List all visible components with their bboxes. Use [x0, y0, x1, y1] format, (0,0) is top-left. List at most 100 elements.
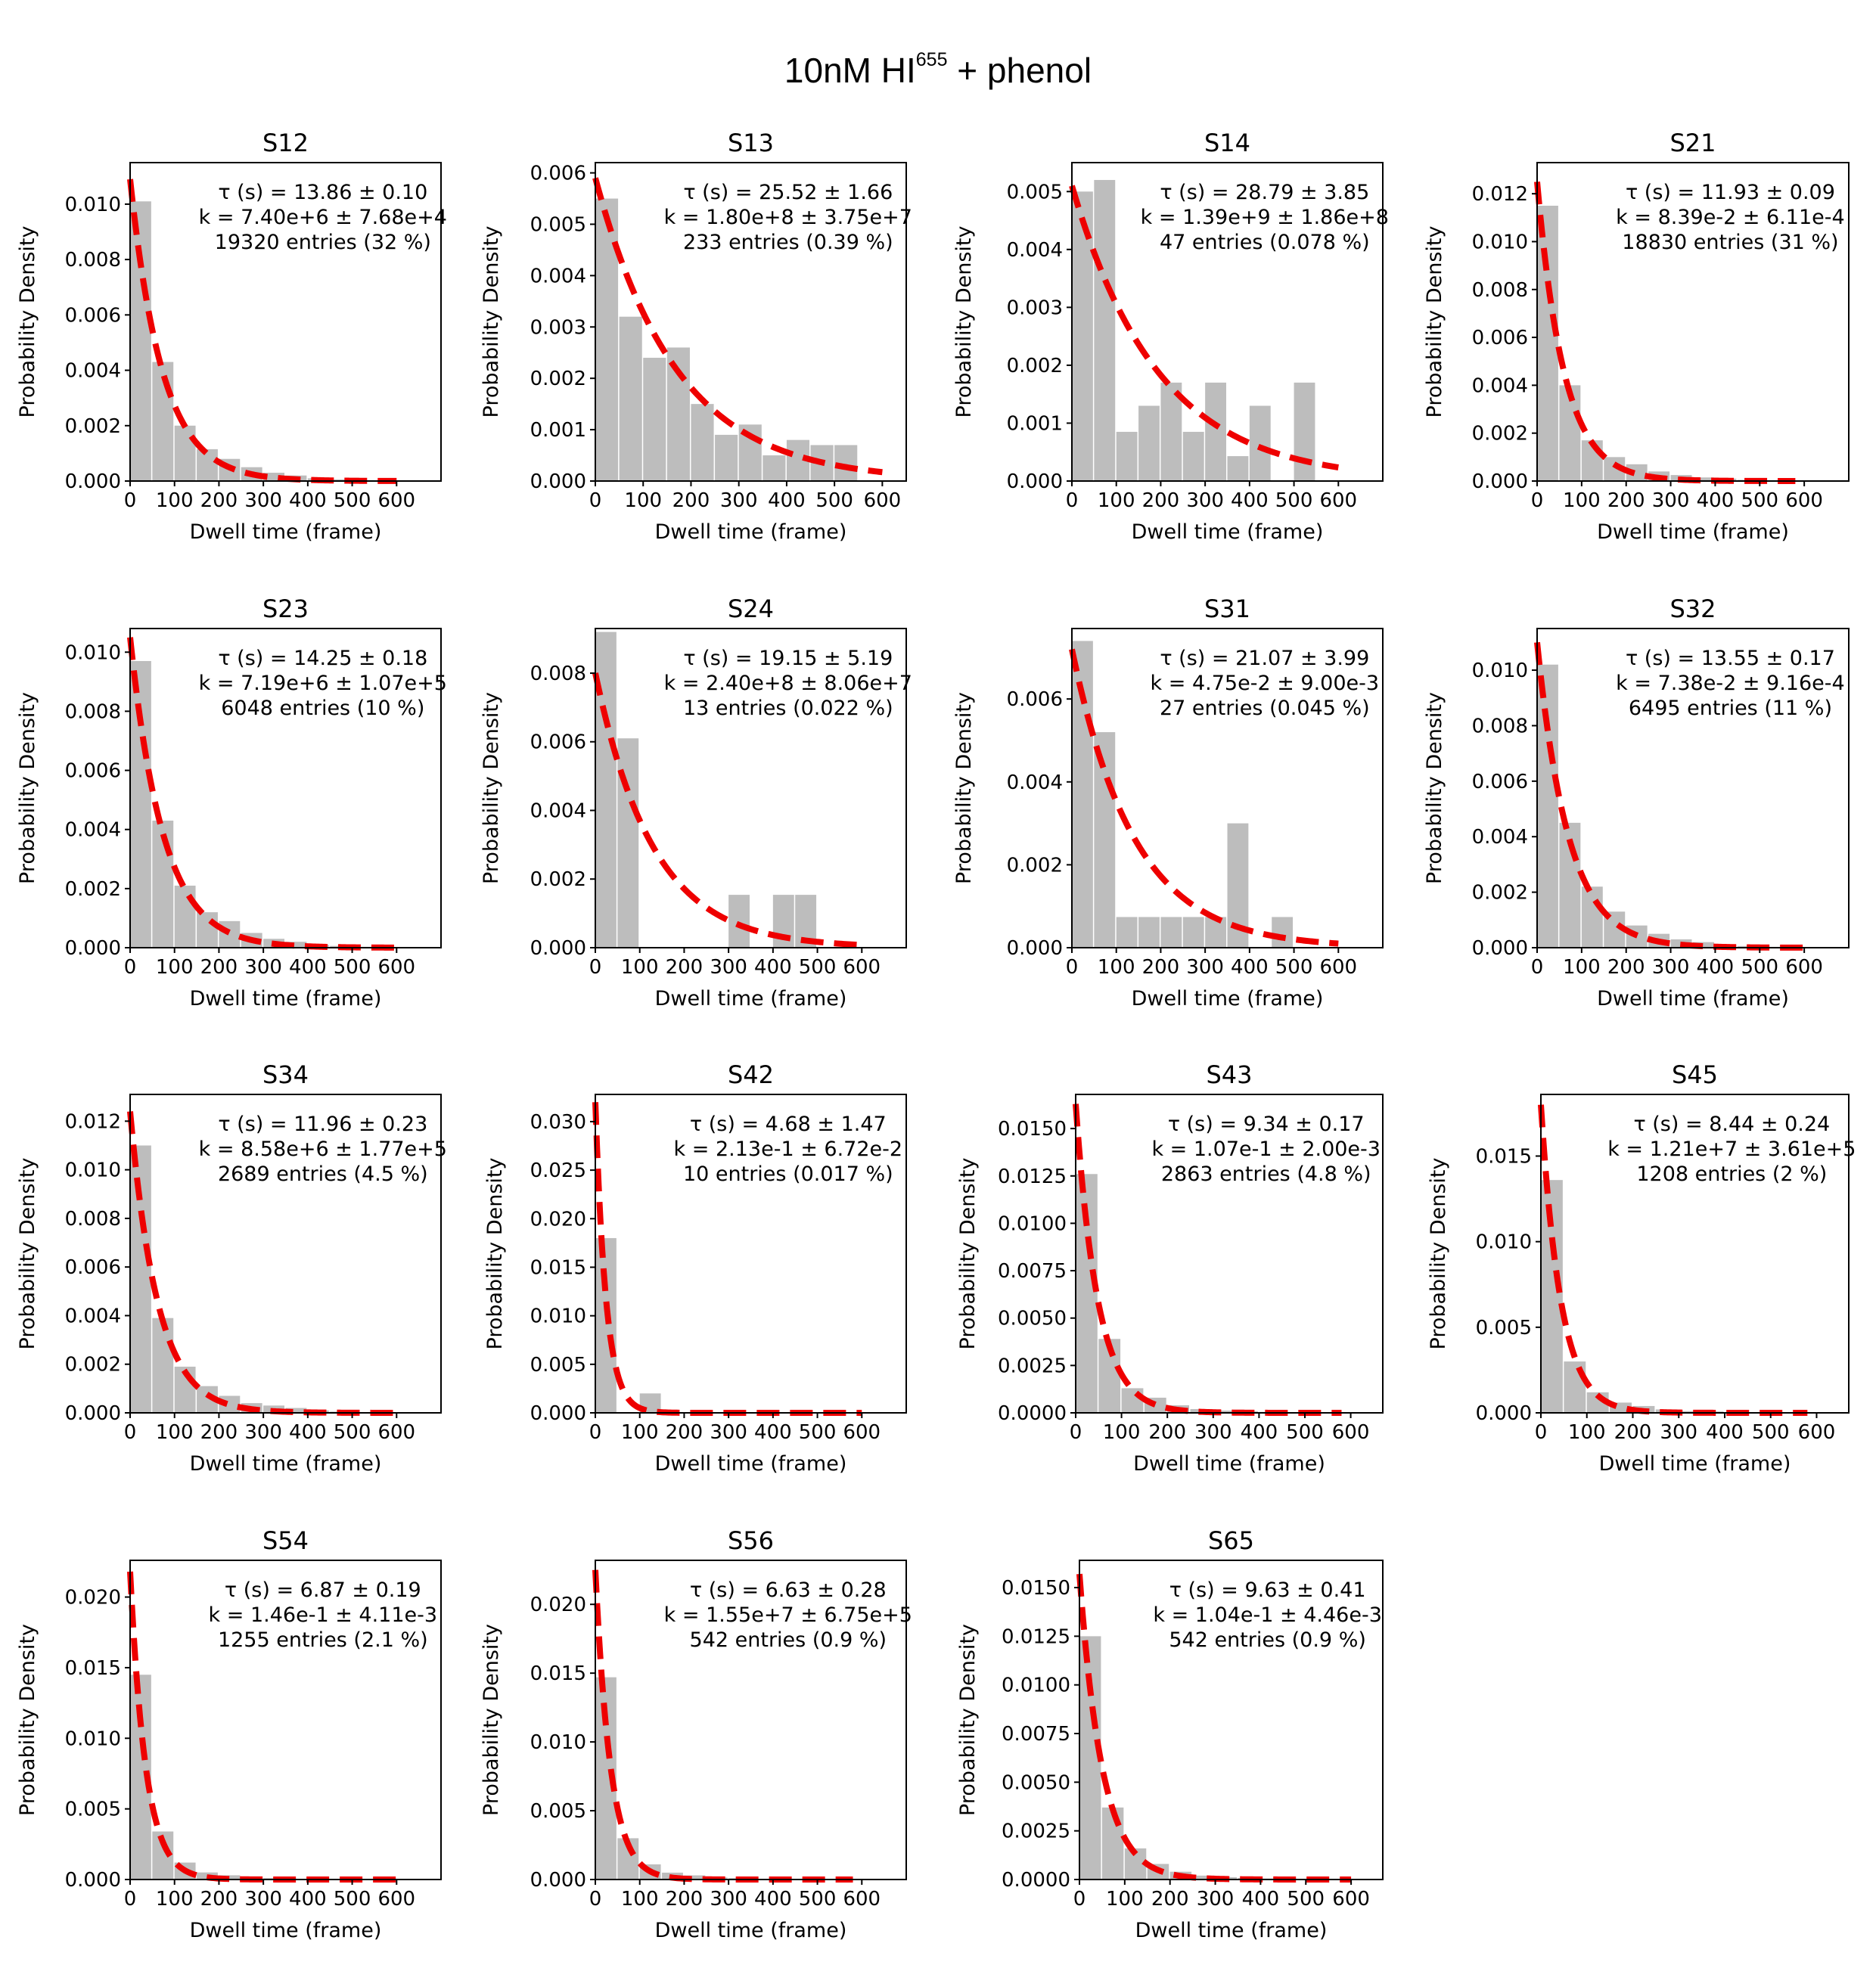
x-tick-label: 100	[621, 1421, 659, 1444]
x-tick-label: 400	[1231, 956, 1269, 979]
x-tick-label: 0	[589, 489, 602, 512]
fit-annotation-line: k = 1.46e-1 ± 4.11e-3	[209, 1603, 438, 1627]
y-tick-label: 0.004	[1007, 771, 1063, 794]
x-tick-label: 400	[289, 489, 327, 512]
fit-annotation-line: k = 8.58e+6 ± 1.77e+5	[199, 1138, 447, 1161]
histogram-bar	[174, 425, 196, 481]
figure-title: 10nM HI655 + phenol	[0, 49, 1876, 91]
x-tick-label: 100	[1106, 1888, 1144, 1911]
axes-frame	[1071, 162, 1384, 482]
x-tick-label: 0	[589, 1421, 602, 1444]
x-tick-label: 100	[1098, 489, 1135, 512]
y-tick-label: 0.0125	[998, 1166, 1067, 1188]
x-tick-label: 200	[1148, 1421, 1186, 1444]
x-tick-label: 600	[1319, 489, 1357, 512]
x-tick-label: 500	[1752, 1421, 1790, 1444]
y-tick-label: 0.000	[530, 470, 586, 493]
x-tick-label: 100	[1563, 489, 1601, 512]
x-tick-label: 600	[377, 1888, 415, 1911]
x-tick-label: 500	[1741, 956, 1778, 979]
exponential-fit-line	[592, 672, 862, 948]
y-tick-label: 0.005	[530, 213, 586, 236]
fit-annotation-line: τ (s) = 4.68 ± 1.47	[690, 1113, 887, 1136]
y-tick-label: 0.004	[530, 265, 586, 287]
histogram-bar	[1138, 917, 1160, 948]
y-tick-label: 0.005	[65, 1799, 121, 1821]
y-tick-label: 0.000	[530, 937, 586, 960]
y-axis-label: Probability Density	[952, 226, 976, 418]
subplot-s43: 0 100 200 300 400 500 600 0.0000 0.0025 0.0050 0.0…	[956, 1060, 1384, 1476]
x-tick-label: 300	[244, 1888, 282, 1911]
histogram-bar	[285, 942, 307, 948]
x-axis-label: Dwell time (frame)	[655, 1452, 847, 1476]
y-tick-label: 0.0150	[998, 1118, 1067, 1141]
y-tick-label: 0.000	[65, 1402, 121, 1425]
subplot-title: S42	[728, 1060, 774, 1089]
subplot-s34: 0 100 200 300 400 500 600 0.000 0.002 0.004 0.006 0…	[16, 1060, 447, 1476]
axes-frame	[1540, 1094, 1850, 1414]
fit-annotation-line: 13 entries (0.022 %)	[683, 697, 893, 720]
y-axis-label: Probability Density	[16, 692, 39, 884]
y-tick-label: 0.015	[530, 1662, 586, 1685]
x-tick-label: 0	[124, 1421, 137, 1444]
x-tick-label: 200	[1607, 489, 1645, 512]
x-tick-label: 400	[1706, 1421, 1744, 1444]
histogram-bar	[1626, 464, 1648, 481]
fit-annotation-line: τ (s) = 25.52 ± 1.66	[683, 181, 893, 204]
fit-annotation-line: τ (s) = 14.25 ± 0.18	[218, 647, 427, 670]
y-tick-label: 0.006	[530, 163, 586, 185]
x-tick-label: 200	[672, 489, 710, 512]
histogram-bar	[1693, 477, 1714, 481]
x-tick-label: 200	[666, 956, 704, 979]
histogram-bar	[130, 201, 151, 481]
y-tick-label: 0.015	[1476, 1145, 1532, 1168]
x-axis-label: Dwell time (frame)	[1599, 1452, 1791, 1476]
y-tick-label: 0.010	[65, 1727, 121, 1750]
fit-annotation-line: k = 2.13e-1 ± 6.72e-2	[674, 1138, 903, 1161]
histogram-bar	[595, 1237, 617, 1413]
y-tick-label: 0.015	[530, 1256, 586, 1279]
y-tick-label: 0.012	[65, 1110, 121, 1133]
x-tick-label: 600	[864, 489, 902, 512]
y-axis-label: Probability Density	[483, 1158, 507, 1350]
histogram-bar	[1693, 942, 1714, 948]
figure-title-main: 10nM HI	[784, 51, 916, 90]
axes-frame	[1079, 1560, 1384, 1880]
histogram-bar	[1160, 917, 1182, 948]
x-tick-label: 600	[377, 1421, 415, 1444]
y-tick-label: 0.006	[65, 304, 121, 327]
y-axis-label: Probability Density	[480, 226, 503, 418]
y-tick-label: 0.003	[530, 316, 586, 339]
y-tick-label: 0.001	[1007, 412, 1063, 435]
x-tick-label: 0	[1531, 956, 1544, 979]
fit-annotation-line: 1208 entries (2 %)	[1636, 1162, 1827, 1186]
fit-annotation-line: τ (s) = 6.63 ± 0.28	[690, 1578, 887, 1602]
y-tick-label: 0.0100	[998, 1212, 1067, 1235]
histogram-bar	[1094, 732, 1116, 948]
y-tick-label: 0.008	[65, 249, 121, 272]
histogram-bar	[263, 473, 284, 481]
y-tick-label: 0.001	[530, 419, 586, 442]
y-axis-label: Probability Density	[16, 1624, 39, 1816]
fit-annotation-line: k = 1.39e+9 ± 1.86e+8	[1141, 206, 1389, 229]
x-tick-label: 300	[1652, 956, 1690, 979]
axes-frame	[1071, 628, 1384, 948]
fit-annotation-line: 542 entries (0.9 %)	[690, 1628, 887, 1652]
y-tick-label: 0.010	[65, 1159, 121, 1182]
histogram-bar	[197, 449, 218, 481]
x-tick-label: 500	[815, 489, 853, 512]
y-tick-label: 0.004	[65, 360, 121, 383]
subplot-s45: 0 100 200 300 400 500 600 0.000 0.005 0.010 0.015 S…	[1427, 1060, 1856, 1476]
histogram-bar	[1227, 456, 1249, 481]
axes-frame	[129, 628, 442, 948]
fit-annotation-line: τ (s) = 6.87 ± 0.19	[225, 1578, 421, 1602]
y-tick-label: 0.006	[1472, 771, 1528, 793]
y-tick-label: 0.000	[1472, 470, 1528, 493]
x-axis-label: Dwell time (frame)	[190, 1919, 382, 1942]
axes-frame	[595, 162, 907, 482]
histogram-bar	[197, 912, 218, 948]
x-tick-label: 200	[200, 1888, 238, 1911]
histogram-bar	[285, 1408, 307, 1413]
y-axis-label: Probability Density	[956, 1624, 980, 1816]
fit-annotation-line: τ (s) = 13.55 ± 0.17	[1626, 647, 1835, 670]
